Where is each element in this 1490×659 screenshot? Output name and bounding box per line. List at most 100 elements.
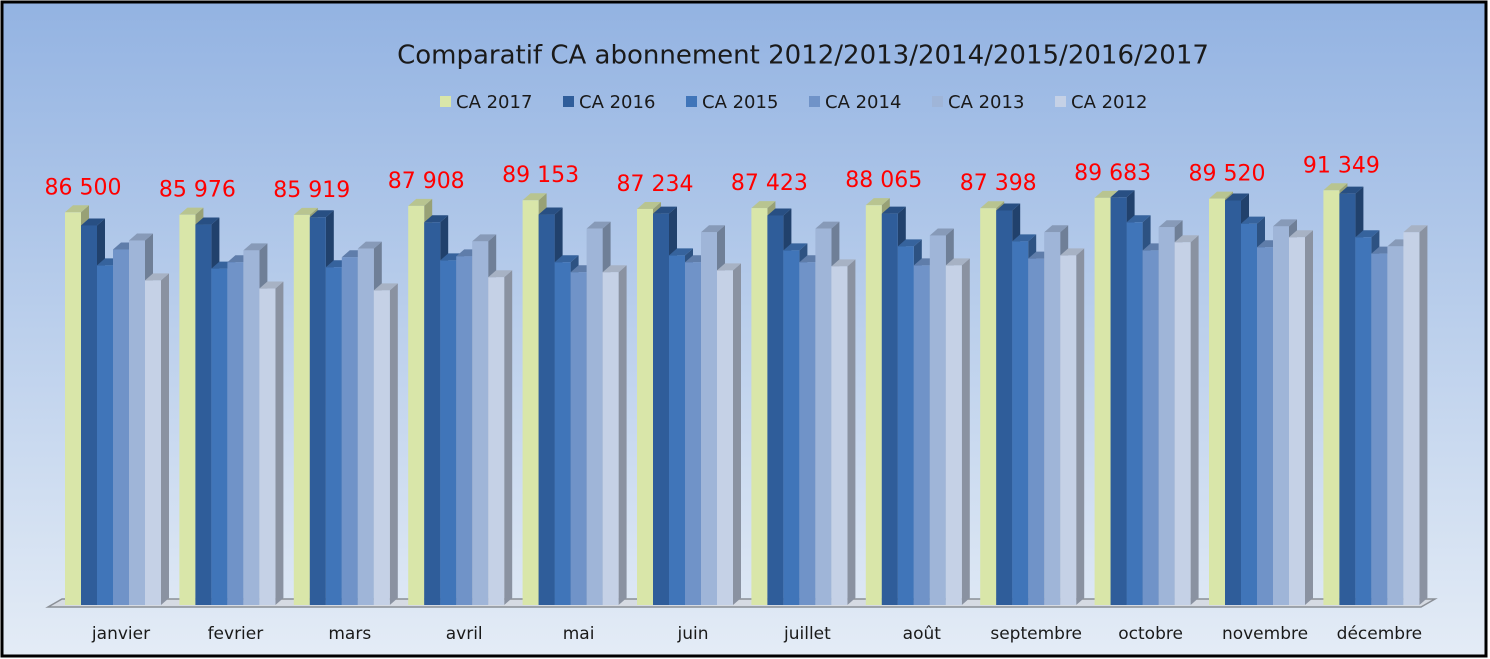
bar — [65, 212, 81, 606]
bar — [831, 266, 848, 605]
bar-side — [961, 258, 970, 605]
bar — [945, 265, 962, 605]
bar — [929, 235, 946, 605]
value-label: 89 153 — [502, 163, 579, 188]
bar — [1094, 197, 1111, 606]
bar — [1158, 227, 1175, 605]
bar-top — [602, 265, 627, 273]
value-label: 91 349 — [1303, 153, 1380, 178]
bar-top — [831, 259, 856, 267]
bar — [341, 257, 358, 605]
bar-top — [424, 215, 449, 223]
bar — [1355, 237, 1372, 605]
bar-top — [488, 270, 513, 278]
x-tick-label: septembre — [990, 624, 1082, 644]
bar-top — [1126, 215, 1151, 223]
bar — [472, 241, 489, 605]
bar-top — [996, 203, 1021, 211]
bar — [309, 217, 326, 605]
bar — [913, 265, 930, 605]
bar — [1126, 222, 1143, 605]
bar-top — [522, 193, 547, 201]
x-tick-label: décembre — [1337, 624, 1422, 644]
bar-top — [865, 198, 890, 206]
bar — [179, 214, 196, 606]
bar — [357, 248, 374, 606]
bar-top — [1044, 225, 1069, 233]
bar — [408, 205, 425, 605]
bar — [1273, 226, 1289, 605]
bar-top — [243, 243, 268, 251]
value-label: 85 919 — [273, 178, 350, 203]
bar — [456, 256, 473, 605]
floor — [45, 598, 1438, 608]
legend-label: CA 2015 — [702, 92, 778, 113]
bar-top — [1355, 230, 1380, 238]
bar — [996, 210, 1013, 605]
bar-top — [767, 208, 792, 216]
bar-top — [945, 258, 970, 266]
bar-side — [618, 265, 627, 605]
bar-top — [1060, 248, 1085, 256]
bar — [325, 267, 342, 605]
value-label: 89 683 — [1074, 161, 1151, 186]
bar-top — [1323, 183, 1348, 191]
bar-top — [179, 207, 204, 215]
bar — [1289, 237, 1305, 605]
value-label: 87 398 — [960, 171, 1037, 196]
bar-top — [1012, 234, 1037, 242]
bar — [1209, 198, 1225, 605]
bar-top — [357, 241, 382, 249]
x-tick-label: mai — [563, 624, 595, 644]
legend-label: CA 2013 — [948, 92, 1024, 113]
bar — [1060, 255, 1077, 606]
bar-top — [1110, 190, 1135, 198]
bar — [113, 249, 129, 605]
bar — [293, 214, 310, 605]
bar-top — [1225, 193, 1249, 201]
legend-swatch — [563, 96, 574, 107]
bar — [373, 290, 390, 605]
bar — [440, 260, 457, 605]
bar-top — [129, 233, 153, 241]
bar — [227, 262, 244, 605]
bar-side — [847, 259, 856, 605]
bar — [211, 268, 228, 605]
bar — [195, 224, 212, 605]
bar-top — [1174, 235, 1199, 243]
bar — [799, 262, 816, 605]
legend-swatch — [809, 96, 820, 107]
bar-side — [733, 263, 741, 605]
bar — [145, 280, 161, 605]
bar — [669, 255, 685, 606]
bar-top — [669, 248, 693, 256]
bar — [243, 250, 260, 605]
bar — [717, 270, 733, 605]
legend-label: CA 2014 — [825, 92, 901, 113]
bar-top — [897, 239, 922, 247]
bar — [881, 213, 898, 606]
bar — [570, 272, 587, 605]
x-tick-label: novembre — [1222, 624, 1308, 644]
bar — [554, 262, 571, 605]
bar-side — [1305, 230, 1313, 605]
bar — [897, 246, 914, 605]
bar-top — [65, 205, 89, 213]
bar — [1323, 190, 1340, 605]
legend-swatch — [686, 96, 697, 107]
bar — [701, 232, 717, 606]
bar-top — [538, 207, 563, 215]
bar — [653, 213, 669, 606]
value-label: 85 976 — [159, 178, 236, 203]
bar-top — [980, 201, 1005, 209]
bar-top — [701, 225, 725, 233]
value-label: 89 520 — [1189, 162, 1266, 187]
bar — [685, 262, 701, 605]
legend-swatch — [932, 96, 943, 107]
bar — [586, 228, 603, 605]
bar-side — [1419, 225, 1428, 606]
value-label: 88 065 — [845, 168, 922, 193]
bar — [1174, 242, 1191, 605]
bar-side — [1076, 248, 1085, 606]
